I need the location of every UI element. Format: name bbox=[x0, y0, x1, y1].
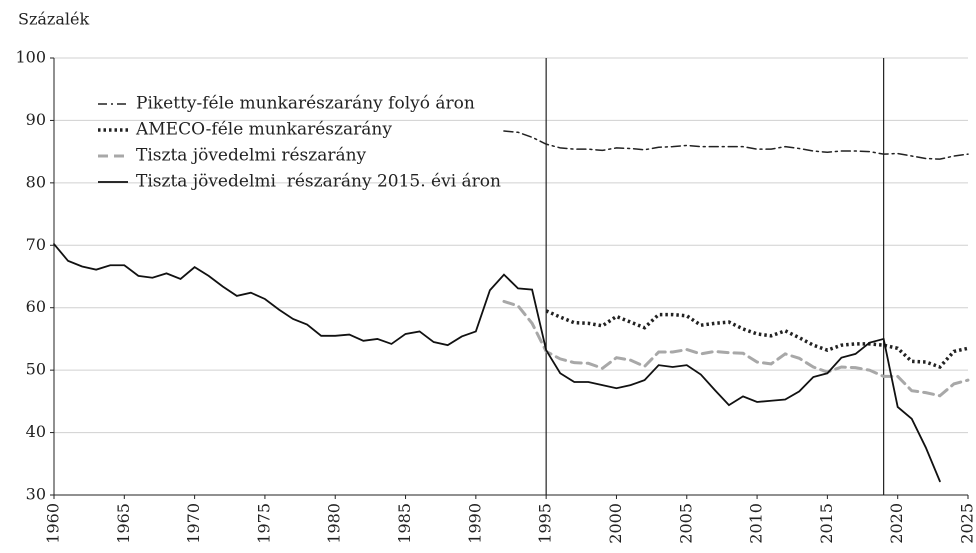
y-tick-label: 30 bbox=[26, 485, 46, 504]
x-tick-label: 2015 bbox=[817, 503, 836, 544]
y-tick-label: 60 bbox=[26, 297, 46, 316]
x-tick-label: 1980 bbox=[325, 503, 344, 544]
legend-label: Piketty-féle munkarészarány folyó áron bbox=[136, 94, 475, 114]
x-tick-label: 2000 bbox=[606, 503, 625, 544]
legend-label: AMECO-féle munkarészarány bbox=[135, 120, 392, 140]
x-tick-label: 1965 bbox=[114, 503, 133, 544]
x-tick-label: 1960 bbox=[44, 503, 63, 544]
y-axis-label: Százalék bbox=[18, 10, 89, 29]
legend-label: Tiszta jövedelmi részarány bbox=[136, 146, 367, 166]
x-tick-label: 2010 bbox=[747, 503, 766, 544]
line-series bbox=[53, 243, 941, 483]
x-tick-label: 1975 bbox=[254, 503, 273, 544]
x-tick-label: 2005 bbox=[676, 503, 695, 544]
y-tick-label: 100 bbox=[15, 48, 46, 67]
line-series bbox=[503, 130, 969, 160]
y-tick-label: 40 bbox=[26, 422, 46, 441]
x-tick-label: 1995 bbox=[536, 503, 555, 544]
x-tick-label: 2020 bbox=[887, 503, 906, 544]
y-tick-label: 90 bbox=[26, 110, 46, 129]
y-tick-label: 80 bbox=[26, 172, 46, 191]
y-tick-label: 70 bbox=[26, 235, 46, 254]
line-series bbox=[545, 309, 969, 370]
legend-label: Tiszta jövedelmi részarány 2015. évi áro… bbox=[136, 172, 501, 192]
y-tick-label: 50 bbox=[26, 360, 46, 379]
x-tick-label: 1985 bbox=[395, 503, 414, 544]
x-tick-label: 2025 bbox=[958, 503, 976, 544]
x-tick-label: 1990 bbox=[465, 503, 484, 544]
x-tick-label: 1970 bbox=[184, 503, 203, 544]
